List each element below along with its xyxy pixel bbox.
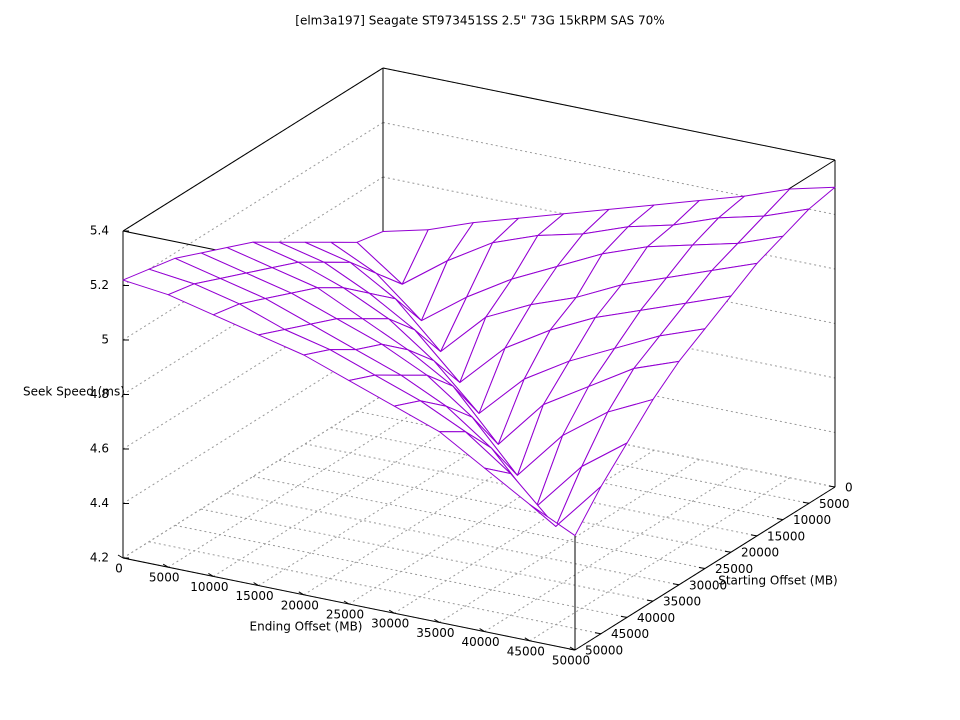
tick — [117, 554, 124, 559]
tick — [672, 583, 680, 586]
y-tick-label: 45000 — [611, 627, 649, 641]
z-tick-label: 4.6 — [90, 442, 109, 456]
grid-line — [439, 458, 700, 623]
z-tick-label: 4.2 — [90, 551, 109, 565]
grid-line — [167, 403, 429, 568]
z-axis-label: Seek Speed (ms) — [23, 385, 125, 399]
x-tick-label: 45000 — [507, 644, 545, 658]
tick — [594, 632, 602, 635]
grid-line — [122, 122, 384, 286]
y-axis-label: Starting Offset (MB) — [718, 574, 838, 588]
y-tick-label: 50000 — [585, 644, 623, 658]
y-tick-label: 40000 — [637, 611, 675, 625]
tick — [434, 618, 440, 623]
x-tick-label: 25000 — [326, 608, 364, 622]
z-tick-label: 5 — [101, 333, 109, 347]
x-axis-label: Ending Offset (MB) — [250, 620, 363, 634]
x-tick-label: 0 — [115, 562, 123, 576]
box-edge — [382, 67, 836, 161]
y-tick-label: 35000 — [663, 595, 701, 609]
tick — [162, 563, 169, 568]
tick — [750, 534, 758, 537]
x-tick-label: 10000 — [190, 580, 228, 594]
z-tick-label: 5.4 — [90, 224, 109, 238]
grid-line — [529, 477, 791, 642]
y-tick-label: 20000 — [741, 546, 779, 560]
tick — [698, 567, 706, 569]
x-tick-label: 50000 — [552, 654, 590, 668]
x-tick-label: 40000 — [462, 635, 500, 649]
tick — [646, 599, 654, 602]
z-tick-label: 5.2 — [90, 278, 109, 292]
grid-line — [393, 449, 655, 614]
grid-line — [122, 176, 384, 341]
grid-line — [278, 459, 732, 553]
chart-title: [elm3a197] Seagate ST973451SS 2.5" 73G 1… — [295, 14, 664, 28]
z-tick-label: 4.4 — [90, 496, 109, 510]
grid-line — [226, 492, 680, 586]
tick — [524, 637, 531, 642]
tick — [828, 485, 836, 488]
x-tick-label: 35000 — [416, 626, 454, 640]
tick — [620, 615, 628, 618]
x-tick-label: 20000 — [281, 598, 319, 612]
grid-line — [122, 394, 384, 559]
tick — [724, 550, 732, 553]
grid-line — [382, 122, 836, 215]
z-tick-label: 4.8 — [90, 387, 109, 401]
y-tick-label: 10000 — [793, 513, 831, 527]
grid-line — [484, 468, 745, 633]
tick — [568, 648, 576, 651]
tick — [802, 501, 810, 504]
x-tick-label: 15000 — [236, 589, 274, 603]
grid-line — [148, 541, 602, 635]
grid-line — [200, 508, 654, 602]
box-edge — [122, 67, 384, 232]
tick — [388, 609, 395, 614]
grid-line — [252, 476, 706, 569]
y-tick-label: 30000 — [689, 578, 727, 592]
y-tick-label: 25000 — [715, 562, 753, 576]
tick — [253, 582, 259, 587]
y-tick-label: 0 — [845, 481, 853, 495]
x-tick-label: 5000 — [149, 571, 180, 585]
tick — [776, 518, 784, 521]
tick — [343, 600, 350, 605]
y-tick-label: 15000 — [767, 529, 805, 543]
tick — [479, 628, 485, 633]
surface-cell — [529, 486, 602, 537]
grid-line — [174, 524, 628, 618]
grid-line — [213, 412, 474, 577]
y-tick-label: 5000 — [819, 497, 850, 511]
tick — [298, 591, 305, 596]
x-tick-label: 30000 — [371, 617, 409, 631]
tick — [208, 572, 214, 577]
